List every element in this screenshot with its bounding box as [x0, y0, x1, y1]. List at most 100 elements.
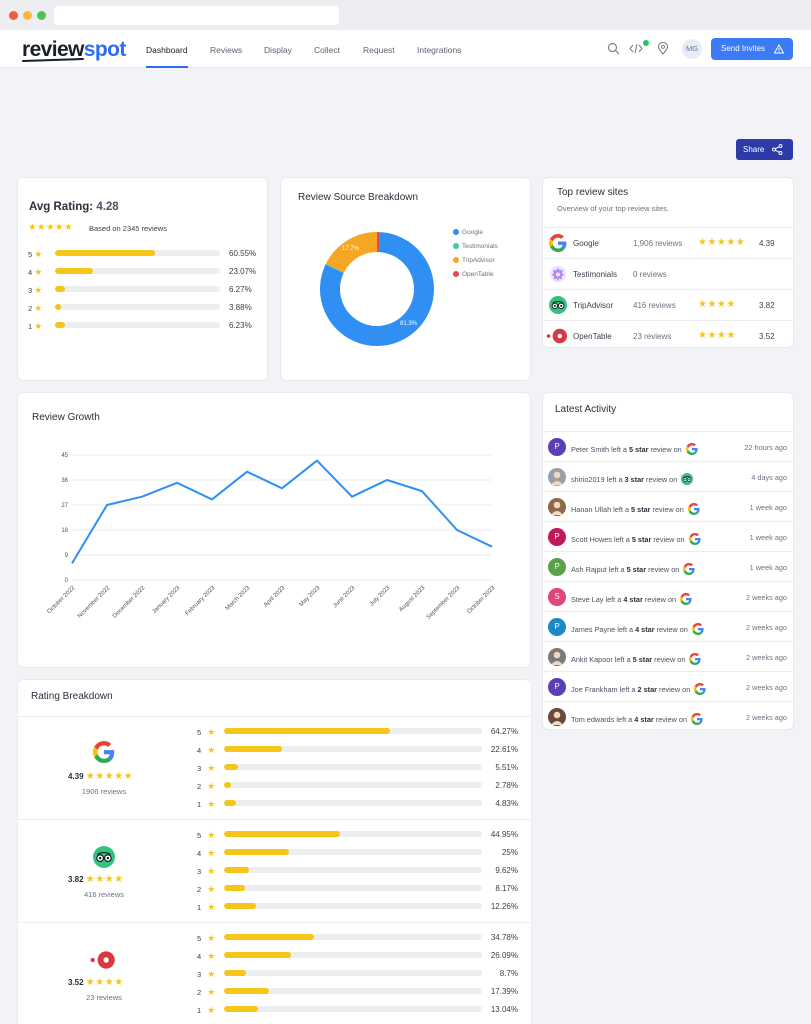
avg-row-percent: 6.23% — [229, 321, 252, 330]
active-tab-indicator — [146, 66, 188, 68]
rb-bar-fill — [224, 885, 246, 891]
top-nav: reviewspot Dashboard Reviews Display Col… — [0, 30, 811, 68]
top-site-count: 416 reviews — [633, 301, 676, 310]
code-icon[interactable] — [629, 42, 643, 55]
top-site-row[interactable]: TripAdvisor 416 reviews ★★★★ 3.82 — [543, 289, 793, 320]
maximize-dot[interactable] — [37, 11, 46, 20]
donut-chart: 81.3% 17.7% — [320, 232, 434, 346]
activity-row[interactable]: Ankit Kapoor left a 5 star review on 2 w… — [543, 641, 793, 671]
rb-percent: 8.17% — [495, 884, 518, 893]
close-dot[interactable] — [9, 11, 18, 20]
activity-time: 2 weeks ago — [746, 593, 787, 602]
top-site-row[interactable]: Google 1,906 reviews ★★★★★ 4.39 — [543, 227, 793, 258]
activity-row[interactable]: P Ash Rajput left a 5 star review on 1 we… — [543, 551, 793, 581]
nav-request[interactable]: Request — [363, 45, 395, 55]
avatar: P — [548, 678, 566, 696]
activity-row[interactable]: Hanan Ullah left a 5 star review on 1 we… — [543, 491, 793, 521]
google-icon — [691, 623, 704, 635]
legend-google[interactable]: Google — [462, 229, 483, 236]
rating-breakdown-section: 4.39 ★★★★★ 1906 reviews 5 ★ 64.27% 4 ★ 22.61%… — [18, 716, 531, 819]
send-invites-button[interactable]: Send Invites — [711, 38, 793, 60]
avg-rating-title: Avg Rating: 4.28 — [29, 201, 119, 213]
activity-text: shirio2019 left a 3 star review on — [571, 473, 694, 487]
rb-percent: 2.78% — [495, 781, 518, 790]
activity-row[interactable]: P Scott Howes left a 5 star review on 1 w… — [543, 521, 793, 551]
rb-percent: 34.78% — [490, 933, 518, 942]
rb-star-label: 2 ★ — [197, 987, 216, 997]
activity-row[interactable]: shirio2019 left a 3 star review on 4 day… — [543, 461, 793, 491]
x-tick-label: October 2022 — [46, 585, 76, 615]
avg-row-bar-fill — [55, 304, 62, 310]
activity-text: Joe Frankham left a 2 star review on — [571, 683, 706, 697]
opentable-icon — [90, 951, 115, 969]
warning-icon — [774, 44, 784, 54]
tripadvisor-icon — [681, 473, 694, 485]
activity-text: Tom edwards left a 4 star review on — [571, 713, 703, 727]
nav-integrations[interactable]: Integrations — [417, 45, 462, 55]
rb-bar-fill — [224, 746, 283, 752]
rb-bar — [224, 782, 482, 788]
testimonials-icon — [549, 265, 567, 283]
rb-bar-fill — [224, 782, 232, 788]
based-on-text: Based on 2345 reviews — [89, 224, 167, 233]
activity-time: 2 weeks ago — [746, 683, 787, 692]
address-bar[interactable] — [54, 6, 339, 25]
share-button[interactable]: Share — [736, 139, 793, 160]
rating-breakdown-section: 3.52 ★★★★ 23 reviews 5 ★ 34.78% 4 ★ 26.09% 3 ★… — [18, 922, 531, 1024]
legend-testimonials[interactable]: Testimonials — [462, 243, 498, 250]
top-site-row[interactable]: OpenTable 23 reviews ★★★★ 3.52 — [543, 320, 793, 347]
x-tick-label: March 2023 — [225, 585, 252, 612]
activity-row[interactable]: P James Payne left a 4 star review on 2 w… — [543, 611, 793, 641]
activity-text: Hanan Ullah left a 5 star review on — [571, 503, 700, 517]
rb-bar — [224, 849, 482, 855]
search-icon[interactable] — [607, 42, 620, 55]
rb-bar — [224, 728, 482, 734]
rb-review-count: 1906 reviews — [81, 787, 127, 796]
y-tick-label: 18 — [61, 528, 68, 534]
donut-slice-tripadvisor[interactable] — [325, 232, 378, 274]
avg-row-bar-fill — [55, 322, 66, 328]
rb-star-label: 5 ★ — [197, 830, 216, 840]
donut-slice-google[interactable] — [320, 232, 434, 346]
rb-bar — [224, 764, 482, 770]
nav-collect[interactable]: Collect — [314, 45, 340, 55]
logo[interactable]: reviewspot — [22, 38, 126, 61]
user-avatar[interactable]: MG — [682, 39, 702, 59]
x-tick-label: February 2023 — [185, 585, 217, 617]
location-icon[interactable] — [657, 42, 669, 55]
minimize-dot[interactable] — [23, 11, 32, 20]
google-icon — [680, 593, 692, 605]
legend-opentable[interactable]: OpenTable — [462, 271, 494, 278]
top-site-count: 1,906 reviews — [633, 239, 683, 248]
rating-breakdown-section: 3.82 ★★★★ 416 reviews 5 ★ 44.95% 4 ★ 25% 3 ★ 9.… — [18, 819, 531, 922]
top-site-row[interactable]: Testimonials 0 reviews — [543, 258, 793, 289]
rb-review-count: 416 reviews — [83, 890, 125, 899]
avg-row-star-label: 1 ★ — [28, 321, 43, 331]
growth-line — [71, 459, 493, 564]
legend-tripadvisor[interactable]: TripAdvisor — [462, 257, 495, 264]
activity-text: James Payne left a 4 star review on — [571, 623, 704, 637]
rb-bar-fill — [224, 903, 256, 909]
x-tick-label: January 2023 — [151, 585, 181, 615]
activity-time: 1 week ago — [749, 503, 787, 512]
activity-row[interactable]: P Peter Smith left a 5 star review on 22 … — [543, 431, 793, 461]
avatar: S — [548, 588, 566, 606]
nav-display[interactable]: Display — [264, 45, 292, 55]
avg-row-percent: 6.27% — [229, 285, 252, 294]
nav-dashboard[interactable]: Dashboard — [146, 45, 188, 55]
y-tick-label: 36 — [61, 478, 68, 484]
rb-percent: 9.62% — [495, 866, 518, 875]
nav-reviews[interactable]: Reviews — [210, 45, 243, 55]
rb-bar-fill — [224, 988, 269, 994]
activity-row[interactable]: Tom edwards left a 4 star review on 2 we… — [543, 701, 793, 731]
activity-row[interactable]: S Steve Lay left a 4 star review on 2 wee… — [543, 581, 793, 611]
activity-row[interactable]: P Joe Frankham left a 2 star review on 2 … — [543, 671, 793, 701]
rb-star-label: 5 ★ — [197, 727, 216, 737]
rating-breakdown-title: Rating Breakdown — [31, 691, 113, 702]
avatar — [548, 468, 566, 486]
google-icon — [694, 683, 706, 695]
rb-bar — [224, 1006, 482, 1012]
top-site-rating: 4.39 — [759, 239, 775, 248]
avatar — [548, 648, 566, 666]
activity-time: 22 hours ago — [744, 443, 787, 452]
